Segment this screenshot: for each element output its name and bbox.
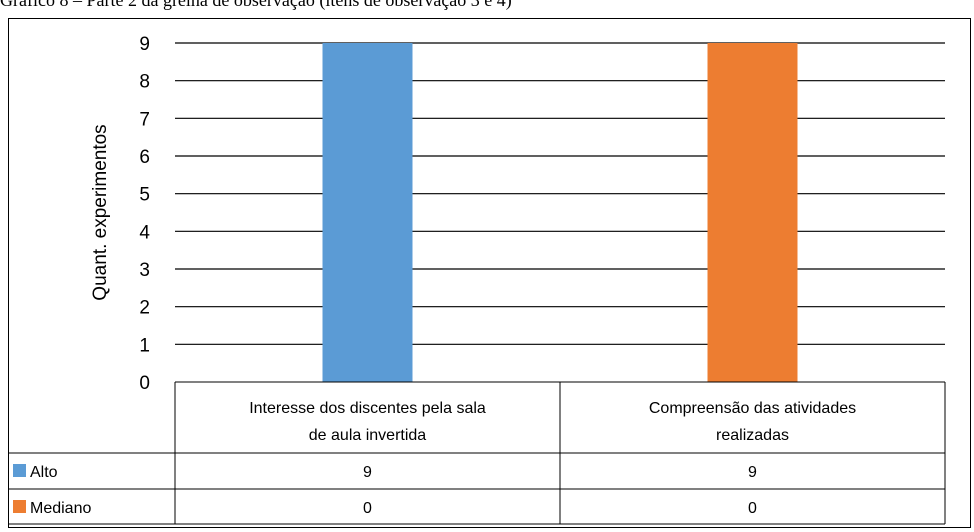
y-axis-label: Quant. experimentos: [90, 124, 111, 300]
legend-label: Mediano: [30, 500, 91, 517]
data-value: 9: [748, 464, 757, 481]
y-tick-label: 4: [139, 222, 150, 243]
y-tick-label: 7: [139, 109, 150, 130]
y-tick-label: 1: [139, 335, 150, 356]
bar: [707, 43, 798, 382]
x-category-label: realizadas: [716, 427, 789, 444]
y-tick-label: 6: [139, 147, 150, 168]
data-value: 0: [748, 500, 757, 517]
y-tick-label: 2: [139, 298, 150, 319]
data-value: 0: [363, 500, 372, 517]
y-tick-label: 5: [139, 185, 150, 206]
bar: [322, 43, 413, 382]
x-category-label: Compreensão das atividades: [649, 400, 856, 417]
y-tick-label: 3: [139, 260, 150, 281]
legend-swatch: [13, 500, 26, 513]
y-tick-label: 9: [139, 34, 150, 55]
y-tick-label: 0: [139, 373, 150, 394]
x-category-label: Interesse dos discentes pela sala: [249, 400, 486, 417]
legend-label: Alto: [30, 464, 58, 481]
y-tick-label: 8: [139, 72, 150, 93]
figure-caption: Gráfico 8 – Parte 2 da grelha de observa…: [0, 0, 512, 10]
chart-frame: [8, 18, 971, 528]
x-category-label: de aula invertida: [309, 427, 427, 444]
legend-swatch: [13, 464, 26, 477]
data-value: 9: [363, 464, 372, 481]
